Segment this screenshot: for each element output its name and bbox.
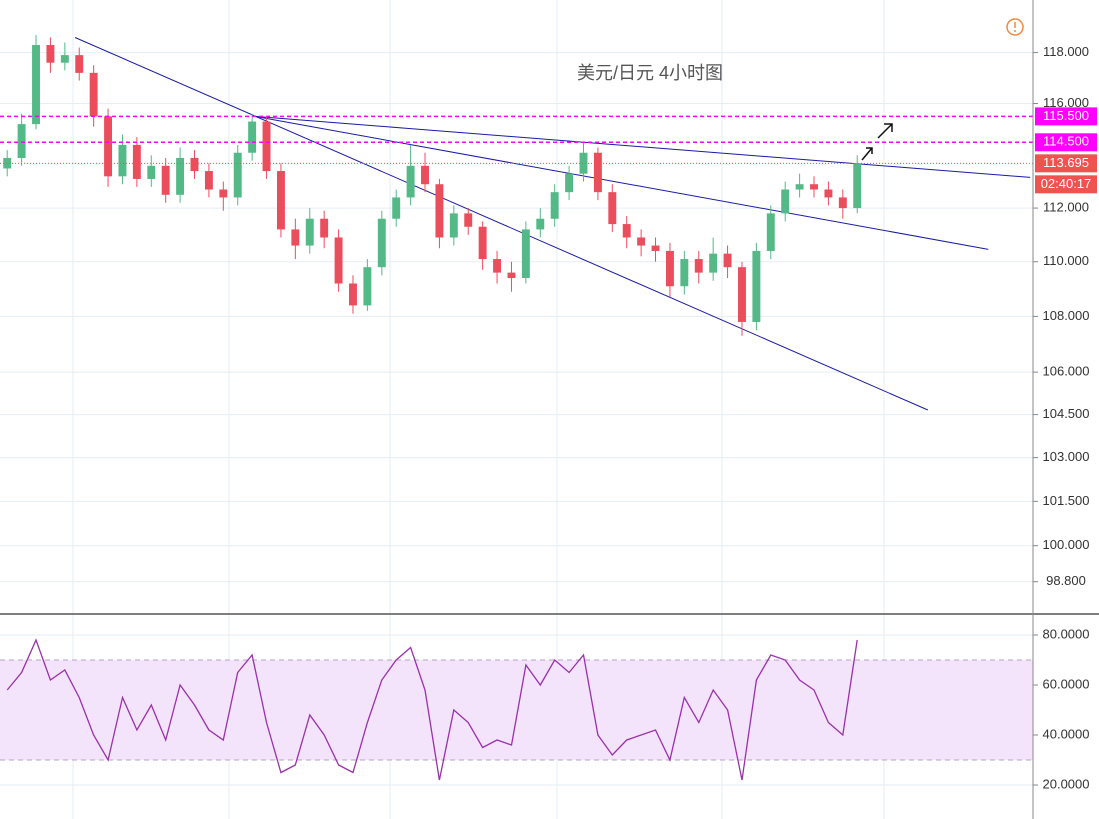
y-tick-label: 118.000 (1043, 44, 1089, 59)
rsi-line (6, 638, 858, 781)
trendline (254, 115, 989, 250)
candle-body (3, 157, 12, 169)
candle-body (766, 213, 775, 251)
price-label: 114.500 (1043, 134, 1089, 149)
price-label-box (1035, 154, 1097, 173)
candle-body (349, 283, 357, 306)
candle-body (421, 165, 429, 185)
candle-body (75, 55, 84, 73)
candle-body (694, 259, 703, 273)
y-tick-label: 60.0000 (1043, 676, 1090, 691)
trendline (74, 37, 929, 411)
candle-body (305, 218, 314, 246)
candle-body (204, 171, 213, 190)
candle-body (565, 173, 574, 193)
candle-body (579, 152, 588, 174)
candle-body (190, 157, 199, 172)
candle-body (132, 144, 141, 179)
candle-body (233, 152, 242, 198)
candle-body (608, 192, 617, 225)
candle-body (593, 152, 602, 193)
y-tick-label: 108.000 (1043, 308, 1090, 323)
candle-body (377, 218, 386, 268)
candle-body (824, 189, 833, 198)
candle-body (781, 189, 790, 214)
candle-body (651, 245, 660, 251)
alert-icon[interactable] (1006, 18, 1024, 36)
y-tick-label: 80.0000 (1043, 626, 1090, 641)
price-label-box (1035, 107, 1097, 126)
candle-body (89, 72, 98, 117)
price-label: 113.695 (1043, 155, 1089, 170)
candle-body (478, 226, 487, 260)
candle-body (550, 192, 559, 219)
price-label-box (1035, 133, 1097, 152)
candle-body (795, 184, 804, 190)
y-tick-label: 106.000 (1043, 364, 1090, 379)
candle-body (709, 253, 718, 273)
candle-body (219, 189, 228, 198)
arrow-annotation (861, 123, 893, 161)
candle-body (104, 116, 113, 177)
candle-body (147, 165, 156, 179)
chart-title: 美元/日元 4小时图 (577, 63, 723, 83)
y-tick-label: 104.500 (1043, 406, 1090, 421)
candle-body (17, 124, 26, 158)
candle-body (161, 165, 170, 195)
y-tick-label: 100.000 (1043, 537, 1090, 552)
price-label: 115.500 (1043, 108, 1089, 123)
y-tick-label: 110.000 (1043, 253, 1089, 268)
candle-body (521, 229, 530, 279)
candle-body (665, 250, 674, 287)
candle-body (392, 197, 401, 219)
countdown-box (1035, 175, 1097, 194)
candle-body (276, 171, 285, 230)
candle-body (406, 165, 415, 198)
candle-body (738, 267, 746, 322)
candle-body (248, 121, 257, 153)
trendline (254, 115, 1031, 178)
candle-body (464, 213, 473, 227)
candle-body (493, 259, 502, 273)
candle-body (291, 229, 300, 246)
candle-body (810, 184, 818, 190)
candle-body (449, 213, 458, 238)
candle-body (853, 163, 862, 209)
y-tick-label: 112.000 (1043, 200, 1089, 215)
countdown: 02:40:17 (1041, 176, 1092, 191)
candle-body (363, 267, 372, 306)
candle-body (435, 184, 444, 238)
y-tick-label: 101.500 (1043, 493, 1090, 508)
y-tick-label: 40.0000 (1043, 726, 1090, 741)
candle-body (838, 197, 847, 209)
y-tick-label: 103.000 (1043, 449, 1090, 464)
y-tick-label: 20.0000 (1043, 776, 1090, 791)
candle-body (536, 218, 545, 230)
rsi-band (0, 660, 1033, 760)
candle-body (507, 272, 516, 279)
candle-body (752, 250, 761, 322)
candle-body (680, 259, 689, 287)
y-tick-label: 116.000 (1043, 95, 1089, 110)
candle-body (334, 237, 343, 284)
candle-body (637, 237, 646, 246)
candle-body (176, 157, 185, 195)
candle-body (262, 121, 271, 172)
candle-body (622, 224, 631, 238)
candle-body (32, 45, 40, 125)
candle-body (320, 218, 329, 238)
candle-body (723, 253, 732, 268)
y-tick-label: 98.800 (1046, 573, 1086, 588)
candle-body (46, 45, 55, 63)
candle-body (60, 55, 69, 63)
candle-body (118, 144, 127, 177)
